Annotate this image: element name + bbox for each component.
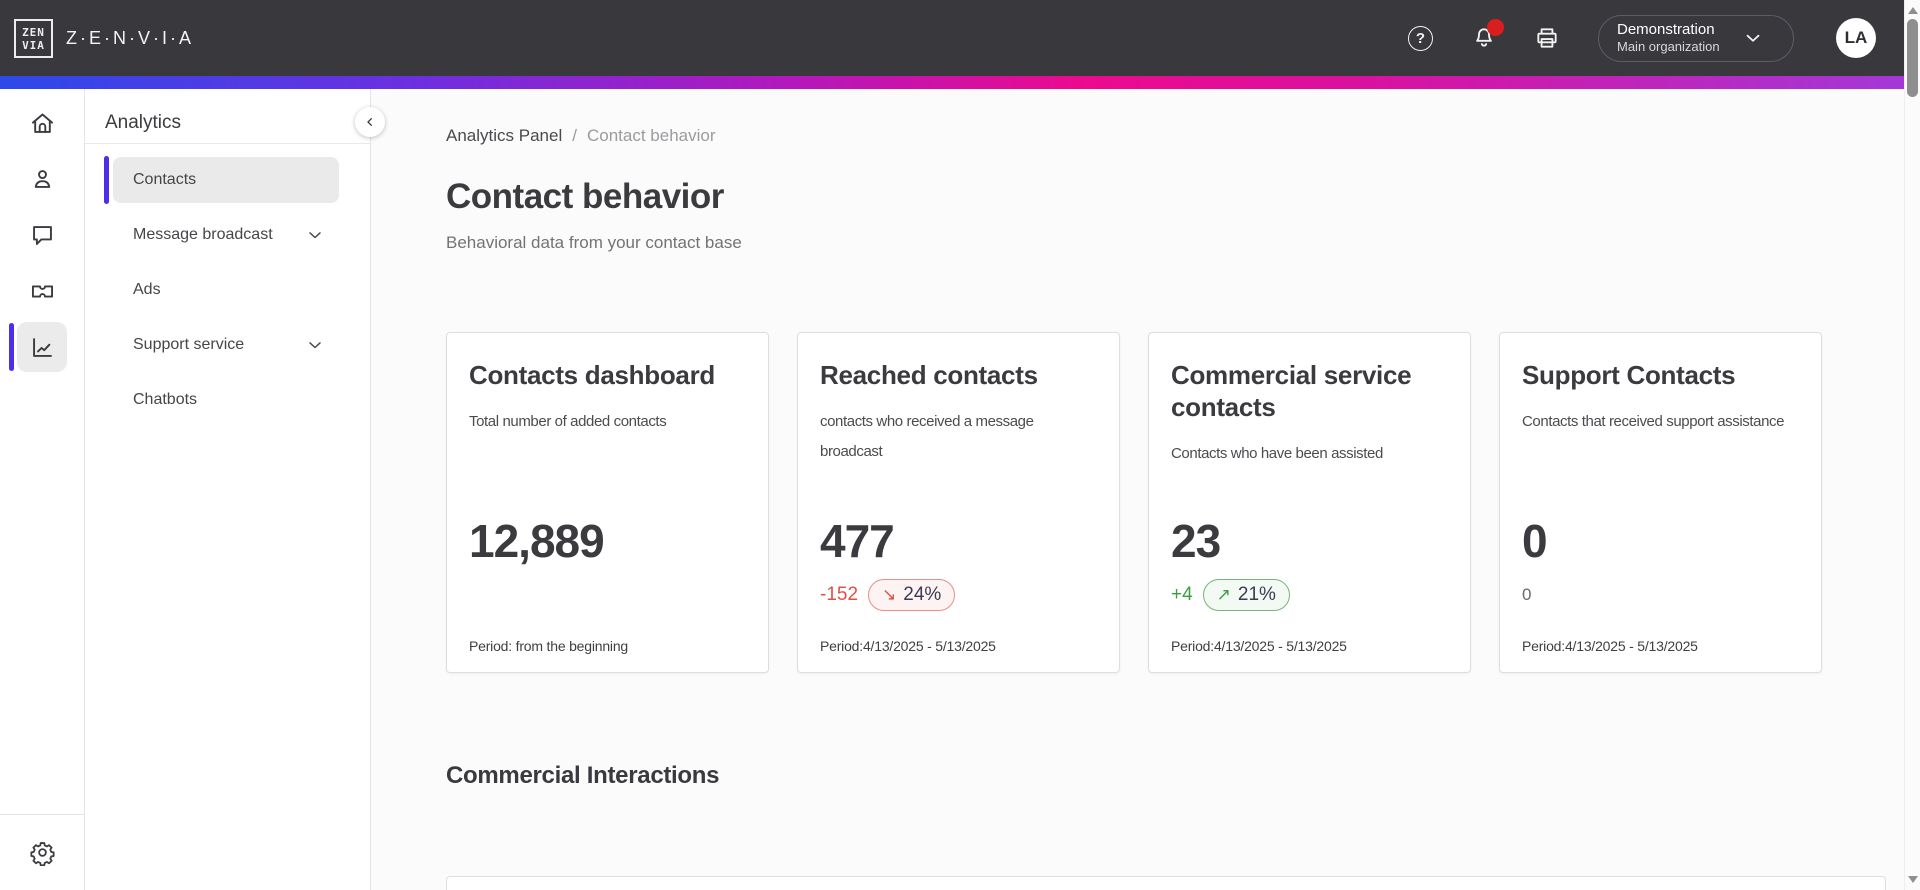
svg-text:VIA: VIA [22, 39, 45, 52]
rail-item-conversations[interactable] [0, 207, 85, 263]
card-period: Period:4/13/2025 - 5/13/2025 [1171, 638, 1347, 654]
card-title: Support Contacts [1522, 360, 1736, 390]
rail-item-tickets[interactable] [0, 263, 85, 319]
organization-sub: Main organization [1617, 39, 1720, 55]
organization-switcher[interactable]: Demonstration Main organization [1598, 14, 1794, 62]
chat-bubble-icon [17, 210, 67, 260]
card-title: Contacts dashboard [469, 360, 715, 390]
sidebar-collapse-button[interactable] [355, 107, 385, 137]
section-title-commercial-interactions: Commercial Interactions [446, 762, 720, 789]
zenvia-logo-icon: ZEN VIA [14, 18, 53, 58]
card-value: 23 [1171, 515, 1221, 567]
icon-rail [0, 89, 85, 890]
breadcrumb-analytics-panel[interactable]: Analytics Panel [446, 126, 563, 145]
page-title: Contact behavior [446, 177, 724, 216]
commercial-interactions-card [446, 876, 1886, 890]
card-description: Contacts who have been assisted [1171, 445, 1383, 462]
scrollbar-up-arrow-icon[interactable] [1908, 7, 1918, 14]
rail-item-home[interactable] [0, 95, 85, 151]
delta-value: +4 [1171, 584, 1193, 605]
card-commercial-service-contacts: Commercial service contacts Contacts who… [1148, 332, 1471, 673]
scrollbar-thumb[interactable] [1907, 19, 1918, 97]
badge-percent: 21% [1237, 584, 1276, 605]
sidebar-item-ads[interactable]: Ads [113, 267, 339, 313]
rail-bottom-section [0, 814, 84, 890]
kpi-cards-row: Contacts dashboard Total number of added… [446, 332, 1904, 673]
trend-badge-down: ↘ 24% [868, 579, 956, 611]
sidebar-item-label: Ads [133, 281, 161, 298]
line-chart-icon [17, 322, 67, 372]
user-avatar[interactable]: LA [1836, 18, 1876, 58]
brand-wordmark: Z·E·N·V·I·A [66, 27, 194, 48]
analytics-sidebar: Analytics Contacts Message broadcast Ads… [85, 89, 385, 890]
sidebar-item-chatbots[interactable]: Chatbots [113, 377, 339, 423]
card-title: Commercial service contacts [1171, 360, 1412, 422]
card-title: Reached contacts [820, 360, 1038, 390]
person-icon [17, 154, 67, 204]
help-icon[interactable]: ? [1407, 25, 1434, 52]
card-description: Contacts that received support assistanc… [1522, 413, 1785, 430]
sidebar-item-contacts[interactable]: Contacts [104, 156, 339, 204]
notification-dot [1487, 18, 1504, 36]
delta-value: 0 [1522, 585, 1532, 604]
badge-percent: 24% [903, 584, 942, 605]
sidebar-title: Analytics [105, 112, 182, 133]
rail-item-analytics[interactable] [0, 319, 85, 375]
sidebar-divider [85, 143, 370, 144]
scrollbar-down-arrow-icon[interactable] [1908, 876, 1918, 883]
arrow-down-right-icon: ↘ [882, 585, 897, 604]
chevron-left-icon [367, 118, 372, 126]
breadcrumb-current: Contact behavior [586, 126, 716, 145]
topbar-actions: ? Demonstration Main organiz [1371, 14, 1876, 62]
sidebar-item-label: Contacts [133, 171, 197, 188]
sidebar-menu: Contacts Message broadcast Ads Support s… [85, 156, 370, 423]
card-delta-row: +4 ↗ 21% [1171, 579, 1290, 611]
card-period: Period: from the beginning [469, 638, 629, 654]
organization-name: Demonstration [1617, 20, 1715, 38]
sidebar-item-label: Message broadcast [133, 226, 273, 243]
card-description: contacts who received a message broadcas… [820, 413, 1034, 460]
main-content: Analytics Panel / Contact behavior Conta… [371, 89, 1904, 890]
card-delta-row: -152 ↘ 24% [820, 579, 956, 611]
sidebar-item-label: Support service [133, 336, 245, 353]
printer-icon[interactable] [1533, 25, 1560, 52]
breadcrumb-separator: / [572, 126, 577, 145]
card-period: Period:4/13/2025 - 5/13/2025 [1522, 638, 1698, 654]
topbar: ZEN VIA Z·E·N·V·I·A ? [0, 0, 1904, 76]
sidebar-item-message-broadcast[interactable]: Message broadcast [113, 212, 339, 258]
home-icon [17, 98, 67, 148]
delta-value: -152 [820, 584, 859, 605]
rail-item-contacts[interactable] [0, 151, 85, 207]
card-support-contacts: Support Contacts Contacts that received … [1499, 332, 1822, 673]
arrow-up-right-icon: ↗ [1216, 585, 1231, 604]
window-scrollbar[interactable] [1904, 0, 1920, 890]
zenvia-brand: ZEN VIA Z·E·N·V·I·A [14, 18, 194, 58]
sidebar-item-support-service[interactable]: Support service [113, 322, 339, 368]
chevron-down-icon [305, 225, 325, 245]
svg-text:ZEN: ZEN [22, 26, 45, 39]
chevron-down-icon [305, 335, 325, 355]
card-value: 12,889 [469, 515, 605, 567]
card-delta-row: 0 [1522, 579, 1531, 611]
brand-gradient-bar [0, 76, 1904, 89]
trend-badge-up: ↗ 21% [1202, 579, 1290, 611]
card-reached-contacts: Reached contacts contacts who received a… [797, 332, 1120, 673]
gear-icon [17, 828, 67, 878]
chevron-down-icon [1742, 27, 1764, 49]
ticket-icon [17, 266, 67, 316]
card-contacts-dashboard: Contacts dashboard Total number of added… [446, 332, 769, 673]
card-value: 0 [1522, 515, 1548, 567]
card-value: 477 [820, 515, 895, 567]
card-description: Total number of added contacts [469, 413, 667, 430]
sidebar-item-label: Chatbots [133, 391, 198, 408]
breadcrumb: Analytics Panel / Contact behavior [446, 126, 1904, 146]
page-subtitle: Behavioral data from your contact base [446, 233, 742, 252]
notifications-bell-icon[interactable] [1470, 18, 1504, 52]
card-period: Period:4/13/2025 - 5/13/2025 [820, 638, 996, 654]
rail-item-settings[interactable] [0, 825, 84, 881]
